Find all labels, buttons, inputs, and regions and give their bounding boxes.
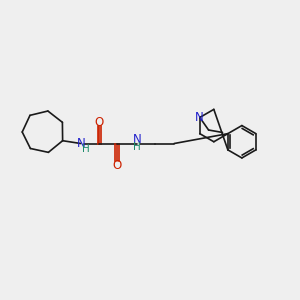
Text: O: O	[95, 116, 104, 128]
Text: H: H	[82, 143, 90, 154]
Text: O: O	[112, 158, 122, 172]
Text: H: H	[133, 142, 140, 152]
Text: N: N	[195, 111, 204, 124]
Text: N: N	[76, 137, 85, 150]
Text: N: N	[132, 133, 141, 146]
